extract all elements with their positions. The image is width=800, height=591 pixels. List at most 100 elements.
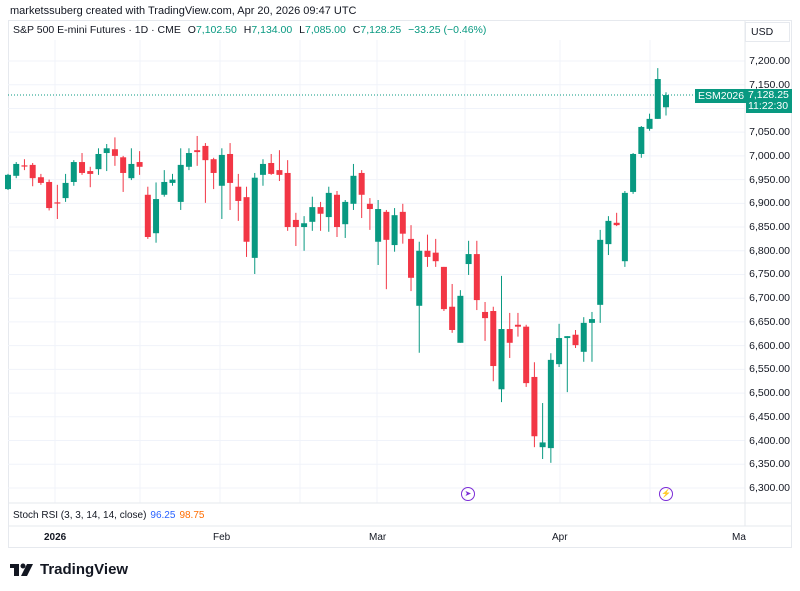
candle: [46, 179, 53, 211]
candle-body: [621, 192, 628, 262]
price-tick-label: 6,650.00: [749, 315, 790, 328]
candle: [654, 68, 661, 119]
candle-body: [13, 163, 20, 176]
price-tick-label: 6,900.00: [749, 197, 790, 210]
candle-body: [251, 177, 258, 258]
candle: [87, 166, 94, 188]
candle: [227, 143, 234, 210]
price-tick-label: 6,700.00: [749, 292, 790, 305]
candle: [251, 172, 258, 275]
candle-body: [37, 177, 44, 183]
candle: [177, 148, 184, 210]
candle-body: [103, 148, 110, 154]
candle-body: [646, 118, 653, 129]
candle: [416, 241, 423, 353]
candle-body: [210, 159, 217, 173]
candle-body: [5, 174, 11, 190]
candle: [13, 162, 20, 179]
candle-body: [79, 162, 86, 173]
time-label-apr: Apr: [552, 532, 568, 543]
candle: [630, 153, 637, 194]
chart-panel[interactable]: [8, 20, 792, 548]
low-label: L: [299, 24, 305, 36]
price-tick-label: 6,300.00: [749, 481, 790, 494]
ticker-label: ESM2026: [695, 89, 748, 103]
candle-body: [663, 95, 669, 108]
candle-body: [259, 163, 266, 175]
high-label: H: [243, 24, 252, 36]
candle-body: [399, 211, 406, 234]
candle: [531, 362, 538, 448]
candle: [161, 170, 168, 197]
candle-body: [46, 181, 53, 209]
candle: [103, 144, 110, 172]
candle: [646, 113, 653, 131]
candle: [317, 201, 324, 231]
candle: [482, 301, 489, 341]
lightning-icon[interactable]: ⚡: [659, 487, 673, 501]
candle: [547, 353, 554, 463]
candle-body: [638, 126, 645, 154]
candle: [350, 163, 357, 210]
time-label-may: Ma: [732, 532, 746, 543]
candle-body: [111, 149, 118, 156]
candle-body: [564, 336, 571, 339]
candle-body: [128, 163, 135, 179]
candle: [95, 148, 102, 175]
candle-body: [169, 179, 176, 183]
candle: [408, 225, 415, 292]
candle-body: [227, 153, 234, 183]
candle-body: [120, 157, 127, 173]
candle-body: [202, 145, 209, 161]
candle-body: [375, 209, 382, 242]
candle: [613, 212, 620, 227]
price-tick-label: 6,350.00: [749, 458, 790, 471]
close-label: C: [352, 24, 361, 36]
currency-button[interactable]: USD: [745, 22, 790, 42]
symbol-name: S&P 500 E-mini Futures · 1D · CME: [13, 24, 181, 36]
candle: [120, 155, 127, 192]
stoch-d-value: 98.75: [179, 510, 205, 521]
stoch-rsi-legend[interactable]: Stoch RSI (3, 3, 14, 14, close) 96.25 98.7…: [13, 510, 204, 521]
candle-body: [87, 171, 94, 174]
tradingview-logo[interactable]: TradingView: [10, 561, 128, 578]
price-tick-label: 6,800.00: [749, 244, 790, 257]
candle: [136, 151, 143, 175]
candle: [490, 306, 497, 382]
candle: [638, 125, 645, 158]
open-value: 7,102.50: [195, 24, 237, 36]
candle: [449, 283, 456, 333]
candle-body: [572, 334, 579, 346]
candle: [621, 190, 628, 267]
stoch-k-value: 96.25: [150, 510, 176, 521]
candle-body: [136, 162, 143, 167]
candle: [292, 212, 299, 247]
candle-body: [342, 201, 349, 225]
candle-body: [539, 442, 546, 448]
price-tick-label: 6,600.00: [749, 339, 790, 352]
price-tick-label: 6,950.00: [749, 173, 790, 186]
tradingview-logo-icon: [10, 563, 33, 576]
candle-body: [440, 266, 447, 310]
price-tick-label: 7,000.00: [749, 149, 790, 162]
bar-countdown: 11:22:30: [748, 100, 789, 112]
candle: [29, 162, 36, 187]
candle-body: [334, 194, 340, 228]
price-tick-label: 6,550.00: [749, 363, 790, 376]
dividend-arrow-icon[interactable]: ➤: [461, 487, 475, 501]
candle-body: [284, 172, 291, 228]
candle: [399, 203, 406, 244]
ohlc-legend: S&P 500 E-mini Futures · 1D · CME O7,102…: [13, 24, 490, 36]
candle: [465, 240, 472, 275]
candle: [185, 148, 192, 171]
indicator-name: Stoch RSI (3, 3, 14, 14, close): [13, 510, 147, 521]
time-label-feb: Feb: [213, 532, 231, 543]
logo-text: TradingView: [40, 561, 129, 578]
candle-body: [449, 306, 456, 330]
candle-body: [153, 199, 160, 234]
candle: [194, 135, 201, 166]
candle: [111, 137, 118, 166]
candle: [259, 159, 266, 186]
change-value: −33.25 (−0.46%): [408, 24, 487, 36]
